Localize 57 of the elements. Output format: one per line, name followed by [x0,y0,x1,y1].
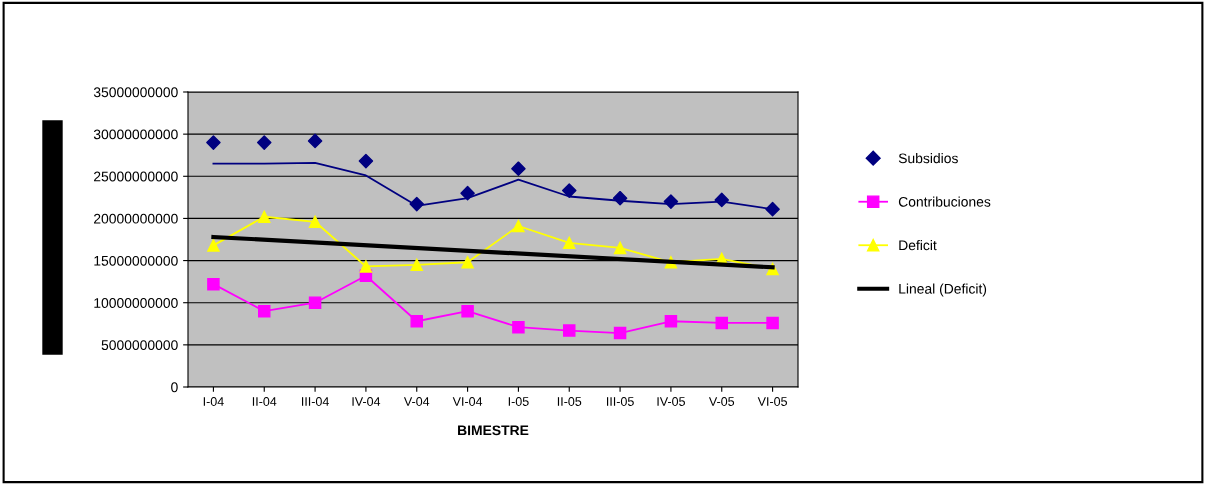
x-tick-label: VI-05 [757,397,787,406]
x-tick-label: III-04 [302,397,329,406]
x-tick-label: I-04 [203,397,224,406]
point [207,277,220,291]
point [613,241,627,255]
point [359,260,373,273]
point [207,239,220,252]
legend-label: Deficit [899,240,937,251]
point [562,324,576,337]
y-tick-label: 10000000000 [94,298,178,308]
point [410,258,424,272]
point [765,201,780,217]
point [561,183,577,198]
legend-label: Lineal (Deficit) [899,283,987,297]
point [409,196,425,212]
point [358,153,374,169]
point [613,326,627,340]
point [715,316,729,330]
point [308,215,322,229]
point [461,304,474,318]
x-tick-label: III-05 [607,397,634,406]
y-tick-label: 30000000000 [93,129,178,140]
x-tick-label: II-05 [557,397,582,406]
x-axis-title: BIMESTRE [458,425,529,436]
y-tick-label: 35000000000 [93,87,178,98]
point [257,210,271,223]
point [766,316,779,330]
point [206,135,221,150]
point [256,135,272,150]
point [460,185,475,201]
x-tick-label: V-05 [708,397,735,406]
x-tick-label: II-04 [252,397,277,406]
x-tick-label: IV-05 [657,397,685,406]
point [308,296,322,309]
point [511,161,526,176]
point [512,320,525,334]
x-tick-label: IV-04 [352,397,381,406]
y-tick-label: 0 [171,382,178,393]
point [512,219,525,233]
x-tick-label: V-04 [403,397,430,406]
point [664,315,678,328]
point [307,133,323,149]
y-tick-label: 15000000000 [94,255,178,266]
y-tick-label: 25000000000 [94,171,178,182]
y-tick-label: 20000000000 [94,213,178,224]
y-tick-label: 5000000000 [101,340,178,351]
legend-label: Subsidios [898,153,958,164]
x-tick-label: I-05 [508,397,529,406]
x-tick-label: VI-04 [452,397,483,406]
point [461,256,474,269]
point [663,194,679,209]
point [410,315,424,328]
legend-label: Contribuciones [898,196,991,207]
point [612,190,628,206]
point [714,192,730,208]
point [562,236,576,250]
point [257,304,271,318]
